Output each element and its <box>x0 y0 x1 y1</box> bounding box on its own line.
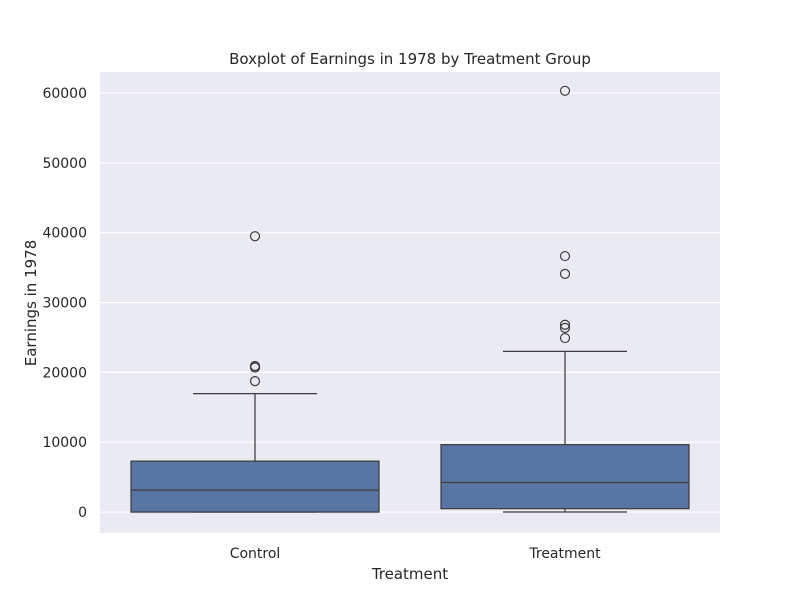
outlier-point <box>559 319 571 330</box>
box-iqr <box>130 460 380 513</box>
y-tick-label: 50000 <box>42 156 87 172</box>
box-group <box>440 85 690 513</box>
outlier-point <box>559 250 571 262</box>
y-tick-label: 0 <box>78 505 87 521</box>
outlier-point <box>249 376 261 387</box>
y-tick-label: 20000 <box>42 365 87 381</box>
y-tick-label: 60000 <box>42 86 87 102</box>
y-tick-labels: 0 10000 20000 30000 40000 50000 60000 <box>42 86 87 521</box>
outlier-point <box>559 332 571 344</box>
x-tick-labels: Control Treatment <box>230 546 601 562</box>
box-iqr <box>440 444 690 510</box>
box-group <box>130 231 380 513</box>
y-tick-label: 30000 <box>42 296 87 312</box>
y-tick-label: 10000 <box>42 435 87 451</box>
outlier-point <box>249 360 261 372</box>
x-axis-label: Treatment <box>371 565 448 583</box>
outlier-point <box>559 268 571 279</box>
x-tick-label: Treatment <box>528 546 601 562</box>
outlier-point <box>559 85 571 96</box>
outlier-point <box>559 322 571 333</box>
y-tick-label: 40000 <box>42 226 87 242</box>
boxes <box>130 85 690 513</box>
outlier-point <box>249 231 261 242</box>
x-tick-label: Control <box>230 546 281 562</box>
y-axis-label: Earnings in 1978 <box>22 240 40 366</box>
chart-title: Boxplot of Earnings in 1978 by Treatment… <box>229 50 591 68</box>
